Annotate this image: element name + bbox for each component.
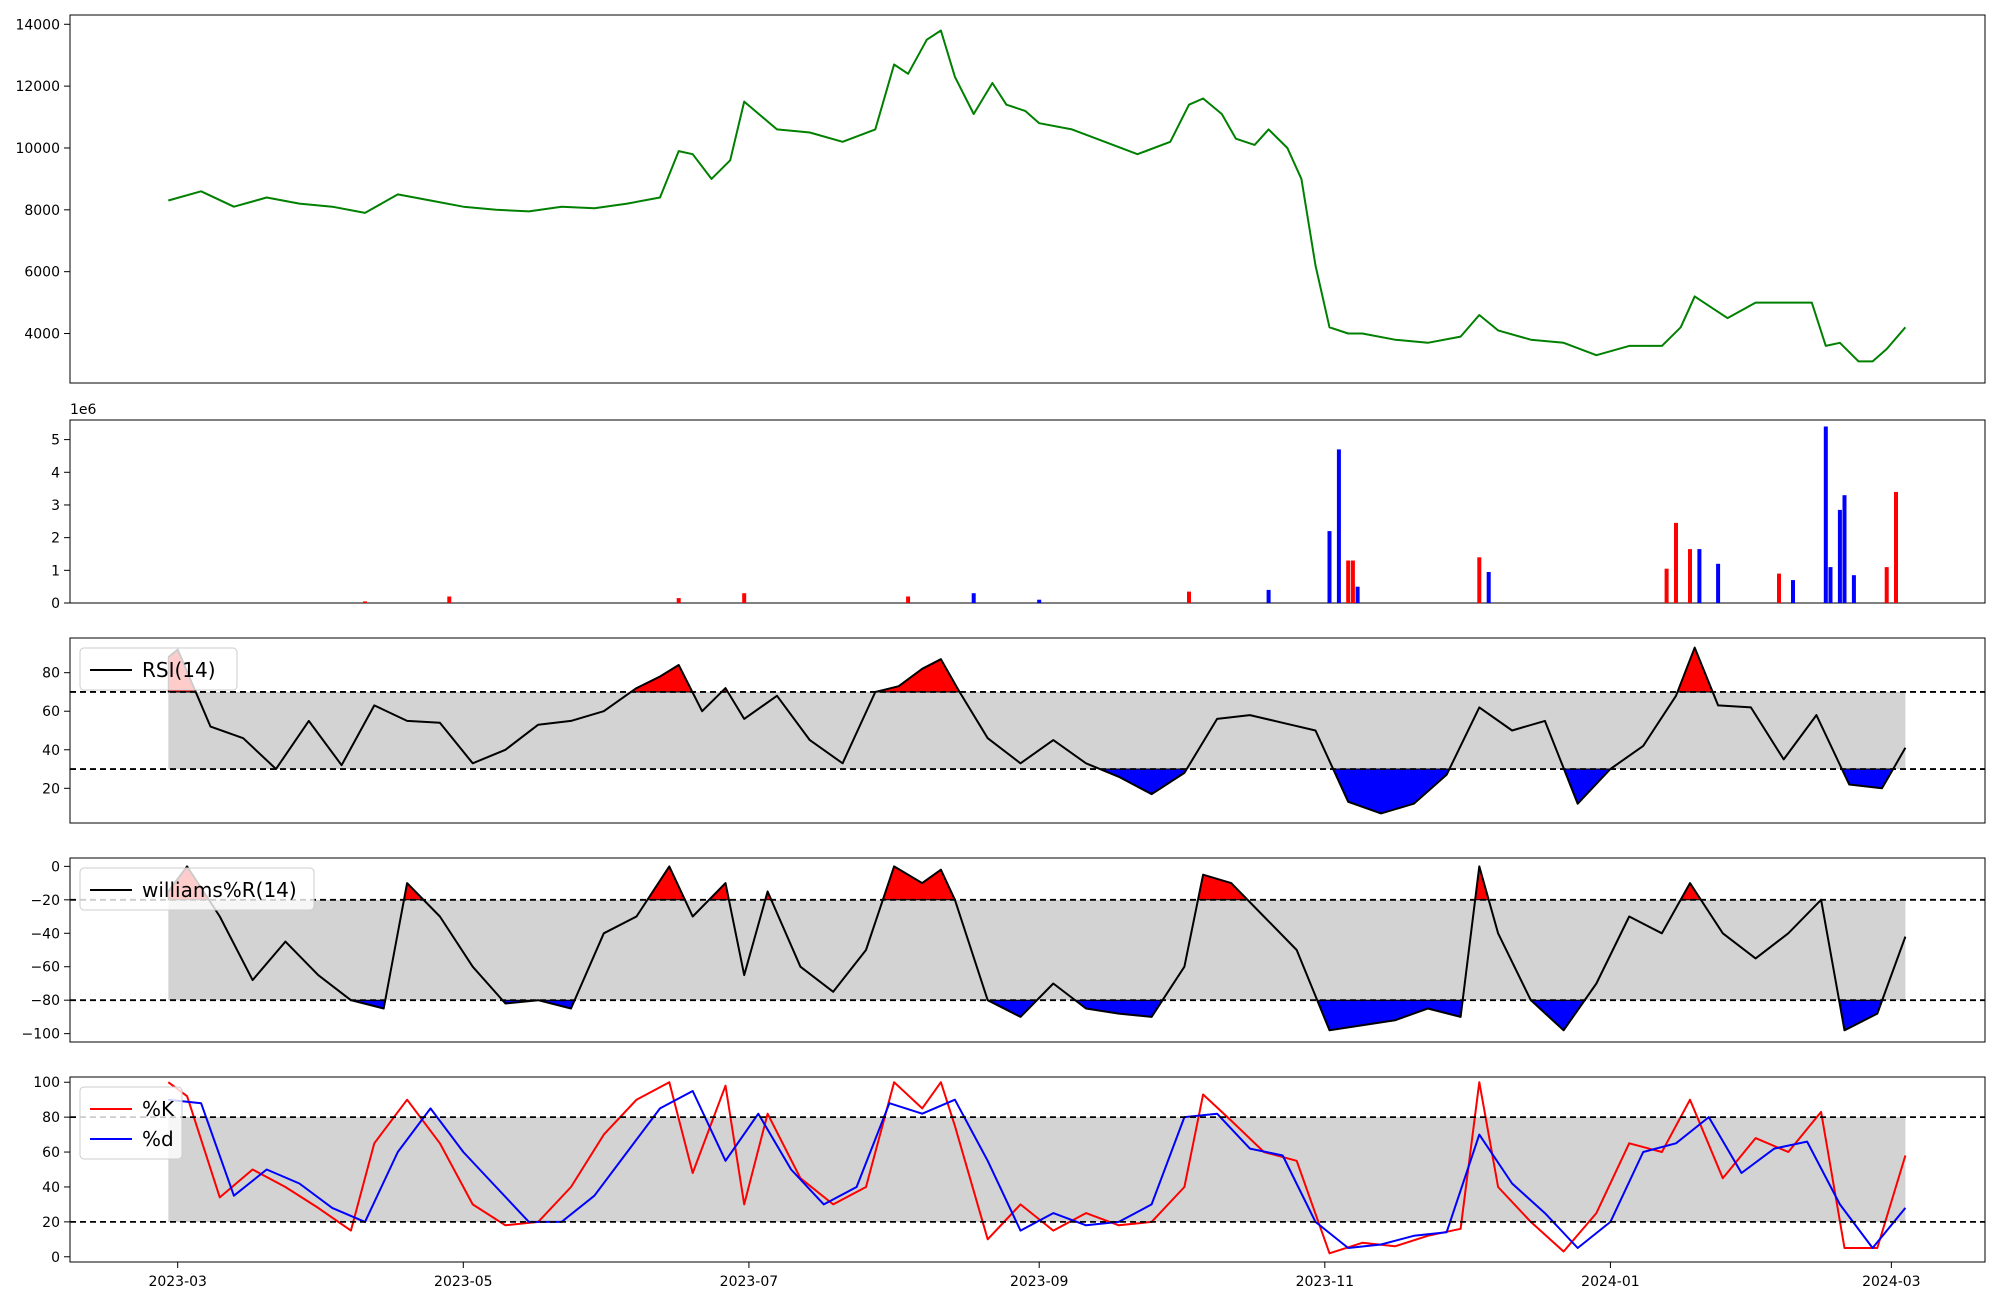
x-tick-label: 2024-01 <box>1581 1274 1640 1290</box>
panel-frame <box>69 857 1986 1043</box>
volume-bar <box>1327 531 1332 603</box>
volume-bar <box>1266 589 1271 603</box>
legend-label: %d <box>142 1127 174 1151</box>
x-tick-label: 2023-07 <box>720 1274 779 1290</box>
volume-bar <box>1823 426 1828 603</box>
y-tick-label: 4 <box>51 465 60 481</box>
volume-bar <box>1486 572 1491 603</box>
volume-bar <box>1477 557 1482 604</box>
y-tick-label: 40 <box>42 743 60 759</box>
volume-bar <box>1037 599 1042 603</box>
volume-bar <box>363 601 367 603</box>
y-tick-label: 40 <box>42 1180 60 1196</box>
volume-bar <box>1674 522 1678 603</box>
y-tick-label: 4000 <box>24 327 60 343</box>
axis-offset-label: 1e6 <box>70 402 97 418</box>
y-tick-label: 0 <box>51 596 60 612</box>
volume-bar <box>447 596 452 603</box>
y-tick-label: 0 <box>51 859 60 875</box>
band-fill <box>168 899 1906 1001</box>
y-tick-label: 10000 <box>15 141 60 157</box>
y-tick-label: 60 <box>42 704 60 720</box>
volume-bar <box>1187 591 1191 603</box>
y-tick-label: −40 <box>30 926 60 942</box>
y-tick-label: 80 <box>42 1110 60 1126</box>
legend-box <box>79 647 238 691</box>
rsi-line <box>167 646 1907 815</box>
y-tick-label: 5 <box>51 433 60 449</box>
volume-bar <box>1837 509 1842 603</box>
k-line <box>167 1081 1907 1255</box>
x-tick-label: 2023-05 <box>434 1274 493 1290</box>
volume-bar <box>1791 580 1795 603</box>
volume-bar <box>1777 573 1781 603</box>
d-line <box>168 1090 1907 1249</box>
y-tick-label: −80 <box>30 993 60 1009</box>
overbought-fill <box>629 664 694 693</box>
y-tick-label: −20 <box>30 893 60 909</box>
volume-bar <box>1664 568 1669 603</box>
legend-label: %K <box>142 1097 175 1121</box>
overbought-fill <box>1197 874 1249 901</box>
panel-frame <box>69 14 1986 384</box>
y-tick-label: 80 <box>42 666 60 682</box>
x-tick-label: 2023-09 <box>1010 1274 1069 1290</box>
x-tick-label: 2023-03 <box>148 1274 207 1290</box>
volume-bar <box>1336 449 1341 603</box>
volume-bar <box>971 593 976 603</box>
x-tick-label: 2023-11 <box>1296 1274 1355 1290</box>
volume-bar <box>1884 567 1889 603</box>
y-tick-label: 2 <box>51 531 60 547</box>
panel-frame <box>69 637 1986 824</box>
volume-bar <box>1346 560 1351 603</box>
volume-bar <box>1350 560 1355 603</box>
overbought-fill <box>1676 646 1714 693</box>
y-tick-label: 20 <box>42 1215 60 1231</box>
volume-bar <box>1894 491 1898 603</box>
x-tick-label: 2024-03 <box>1862 1274 1921 1290</box>
y-tick-label: 3 <box>51 498 60 514</box>
overbought-fill <box>882 865 956 901</box>
oversold-fill <box>1332 768 1451 814</box>
volume-bar <box>1716 563 1721 603</box>
band-fill <box>168 1117 1906 1222</box>
price-line <box>168 29 1907 363</box>
volume-bar <box>676 598 681 603</box>
volume-bar <box>1828 567 1833 603</box>
y-tick-label: 1 <box>51 563 60 579</box>
volume-bar <box>1851 575 1856 603</box>
volume-bar <box>1697 549 1702 603</box>
legend-box <box>79 1086 183 1160</box>
y-tick-label: 14000 <box>15 17 60 33</box>
y-tick-label: 12000 <box>15 79 60 95</box>
legend-label: RSI(14) <box>142 658 216 682</box>
legend-label: williams%R(14) <box>142 878 297 902</box>
volume-bar <box>742 593 747 603</box>
y-tick-label: 0 <box>51 1250 60 1266</box>
y-tick-label: 20 <box>42 781 60 797</box>
oversold-fill <box>1316 999 1464 1031</box>
volume-bar <box>1842 495 1847 603</box>
panel-frame <box>69 1076 1986 1263</box>
y-tick-label: −60 <box>30 960 60 976</box>
volume-bar <box>1688 549 1692 603</box>
y-tick-label: 8000 <box>24 203 60 219</box>
band-fill <box>168 691 1906 770</box>
volume-bar <box>906 596 911 603</box>
y-tick-label: 60 <box>42 1145 60 1161</box>
volume-bar <box>1355 586 1360 603</box>
y-tick-label: −100 <box>22 1027 60 1043</box>
legend-box <box>79 867 315 911</box>
overbought-fill <box>875 658 961 693</box>
williams-line <box>167 865 1907 1032</box>
y-tick-label: 100 <box>33 1075 60 1091</box>
y-tick-label: 6000 <box>24 265 60 281</box>
panel-frame <box>69 419 1986 604</box>
